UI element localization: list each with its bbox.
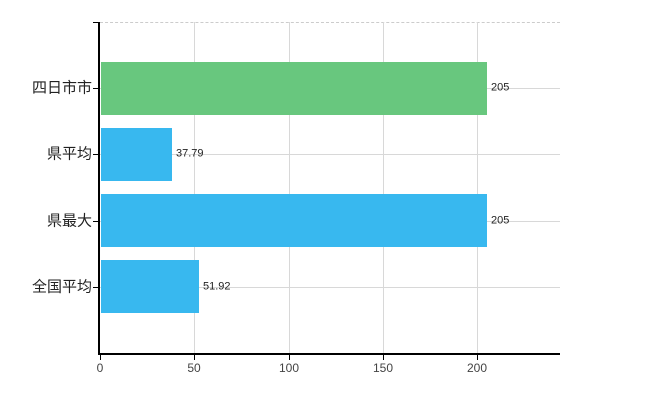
x-axis-line — [98, 353, 560, 355]
y-axis-label: 全国平均 — [31, 278, 92, 296]
y-axis-tick — [93, 287, 99, 288]
x-axis-tick-label: 100 — [278, 361, 300, 375]
grid-line-vertical — [194, 22, 195, 353]
y-axis-label: 県最大 — [46, 212, 92, 230]
x-axis-tick-label: 200 — [466, 361, 488, 375]
grid-line-horizontal — [100, 287, 560, 288]
bar-value-label: 205 — [491, 214, 510, 227]
x-axis-tick — [383, 355, 384, 360]
x-axis-tick — [194, 355, 195, 360]
y-axis-line — [98, 22, 100, 355]
bar-value-label: 51.92 — [203, 280, 231, 293]
plot-area: 205 37.79 205 51.92 — [100, 22, 560, 353]
grid-line-vertical — [289, 22, 290, 353]
grid-line-vertical — [383, 22, 384, 353]
bar-value-label: 37.79 — [176, 147, 204, 160]
bar — [101, 194, 487, 247]
top-gridline — [100, 22, 560, 23]
x-axis-tick-label: 0 — [96, 361, 104, 375]
x-axis-tick — [289, 355, 290, 360]
bar — [101, 62, 487, 115]
y-axis-end-tick — [93, 22, 99, 23]
x-axis-tick-label: 50 — [187, 361, 201, 375]
y-axis-tick — [93, 88, 99, 89]
y-axis-tick — [93, 221, 99, 222]
y-axis-label: 県平均 — [46, 145, 92, 163]
x-axis-tick-label: 150 — [372, 361, 394, 375]
x-axis-tick — [100, 355, 101, 360]
bar — [101, 128, 172, 181]
grid-line-vertical — [477, 22, 478, 353]
bar — [101, 260, 199, 313]
x-axis-tick — [477, 355, 478, 360]
y-axis-tick — [93, 154, 99, 155]
grid-line-horizontal — [100, 154, 560, 155]
bar-value-label: 205 — [491, 81, 510, 94]
y-axis-label: 四日市市 — [31, 79, 92, 97]
